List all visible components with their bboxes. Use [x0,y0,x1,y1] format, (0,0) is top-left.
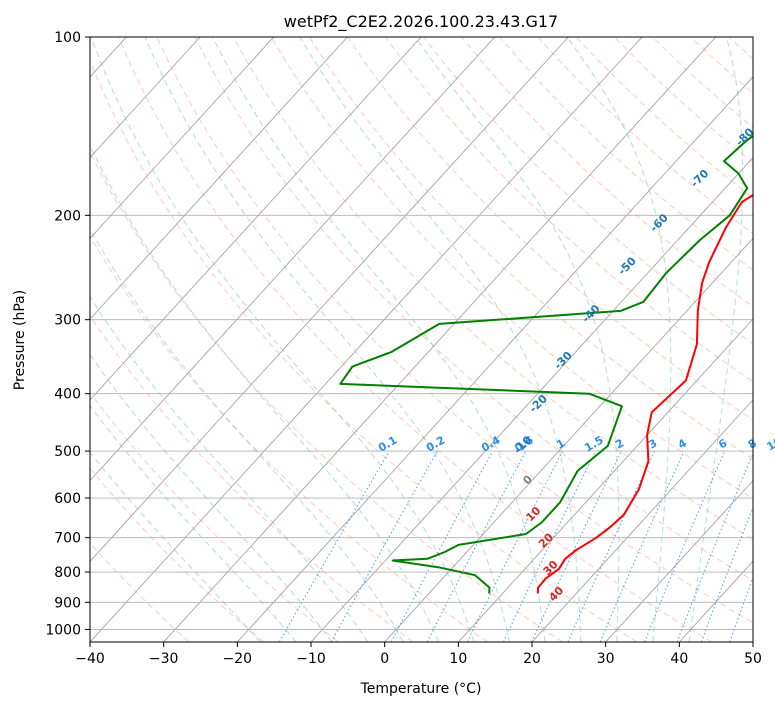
x-tick-label: −20 [223,651,253,667]
dry-adiabat-line [90,60,638,642]
x-tick-label: 30 [597,651,615,667]
x-tick-label: −10 [296,651,326,667]
background-lines [90,37,753,642]
mixing-ratio-line [676,452,753,642]
moist-adiabat-line [90,296,369,642]
mixing-ratio-label: 10 [765,434,775,453]
x-tick-label: −40 [75,651,105,667]
x-axis-label: Temperature (°C) [360,681,482,697]
isotherm-line [90,37,422,401]
y-tick-label: 500 [54,444,81,460]
x-tick-label: −30 [149,651,179,667]
temperature-line [536,193,753,594]
moist-adiabat-line [414,37,620,642]
mixing-ratio-line [466,450,563,642]
dry-adiabat-line [232,37,753,540]
x-tick-label: 40 [670,651,688,667]
dry-adiabat-line [118,37,712,642]
dry-adiabat-line [90,151,563,642]
isotherm-line [310,157,753,642]
mixing-ratio-line [567,450,656,642]
chart-title: wetPf2_C2E2.2026.100.23.43.G17 [284,12,558,32]
y-tick-label: 300 [54,313,81,329]
moist-adiabat-line [90,228,404,642]
x-tick-label: 20 [523,651,541,667]
dry-adiabat-line [156,37,753,624]
dry-adiabat-line [90,542,190,642]
isotherm-label: -90 [771,84,775,107]
isotherm-line [458,318,753,642]
dry-adiabat-line [308,37,753,460]
isotherm-line [90,37,201,159]
isotherm-line [90,37,275,239]
y-tick-label: 900 [54,595,81,611]
y-tick-label: 1000 [45,622,81,638]
moist-adiabat-line [90,37,475,642]
plot-frame [89,36,754,643]
x-tick-label: 0 [380,651,389,667]
dry-adiabat-line [90,235,488,642]
mixing-ratio-line [390,450,494,642]
y-tick-label: 600 [54,491,81,507]
mixing-ratio-line [599,450,685,642]
moist-adiabat-line [90,353,333,642]
y-tick-label: 800 [54,565,81,581]
profile-lines [339,134,753,594]
moist-adiabat-line [566,37,672,642]
isotherm-line [163,37,717,642]
y-axis: 100 200 300 400 500 600 700 800 900 1000 [45,30,90,638]
isotherm-line [237,76,753,642]
dewpoint-line [339,134,753,594]
mixing-ratio-line [330,450,438,642]
moist-adiabat-line [299,37,582,642]
moist-adiabat-line [90,404,297,642]
isotherm-line [90,37,348,320]
moist-adiabat-line [144,37,510,642]
x-axis: −40 −30 −20 −10 0 10 20 30 40 50 [75,642,762,667]
dry-adiabat-line [194,37,753,582]
x-tick-label: 10 [449,651,467,667]
dry-adiabat-line [90,467,264,642]
y-tick-label: 200 [54,208,81,224]
mixing-ratio-line [729,576,753,642]
y-axis-label: Pressure (hPa) [12,290,28,390]
isotherm-line [90,37,496,482]
moist-adiabat-line [212,37,546,642]
isotherm-line [90,37,643,642]
dry-adiabat-line [346,37,753,421]
grid-lines [90,37,753,630]
y-tick-label: 700 [54,531,81,547]
x-tick-label: 50 [744,651,762,667]
y-tick-label: 100 [54,30,81,46]
isotherm-line [605,479,753,642]
y-tick-label: 400 [54,387,81,403]
isotherm-line [531,399,753,642]
isotherm-line [90,37,569,562]
moist-adiabat-line [688,37,744,642]
dry-adiabat-line [270,37,753,500]
mixing-ratio-line [644,450,726,642]
mixing-ratio-line [700,506,753,642]
moist-adiabat-line [90,144,439,642]
